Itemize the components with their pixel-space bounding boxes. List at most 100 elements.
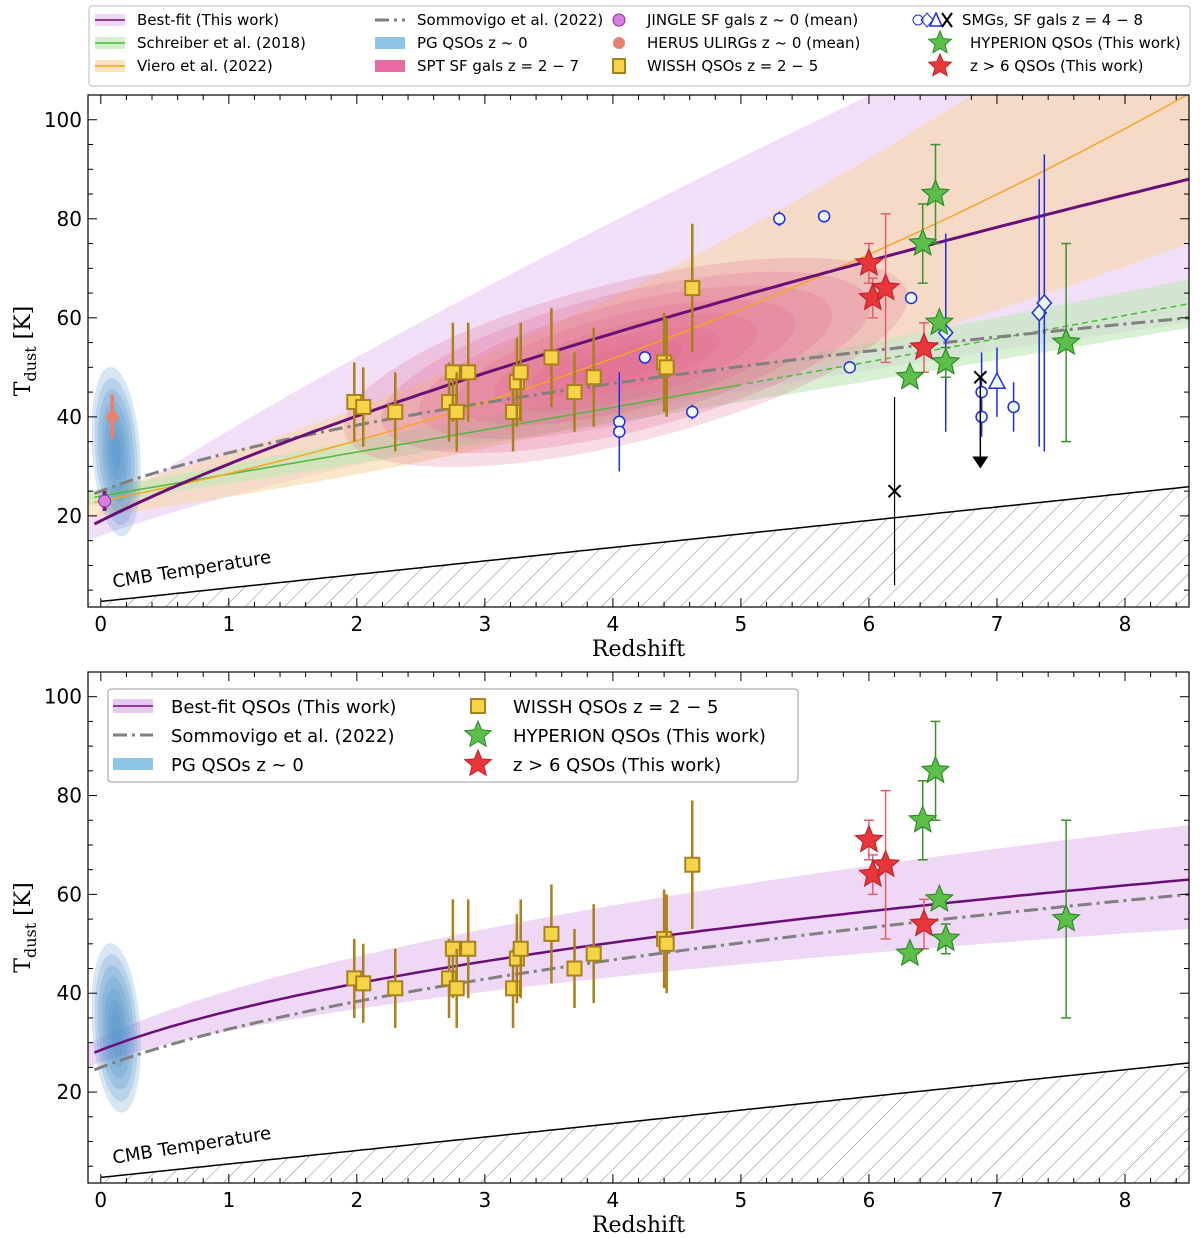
wissh-point xyxy=(566,384,583,401)
viero-line xyxy=(94,95,1189,504)
legend-label: PG QSOs z ~ 0 xyxy=(171,755,304,776)
legend-label: Sommovigo et al. (2022) xyxy=(171,726,395,747)
x-tick-label: 2 xyxy=(350,1188,363,1212)
x-axis-label: Redshift xyxy=(592,637,685,662)
smg-circle xyxy=(817,210,831,223)
z6-qso-star xyxy=(870,849,901,878)
legend-marker-square xyxy=(612,58,626,74)
schreiber-band xyxy=(88,279,1189,506)
y-tick-label: 40 xyxy=(57,981,82,1005)
legend-label: Sommovigo et al. (2022) xyxy=(417,11,603,29)
wissh-point xyxy=(684,856,701,873)
wissh-point xyxy=(448,980,465,997)
spt-contour-level xyxy=(418,285,833,440)
hyperion-star xyxy=(924,307,955,336)
x-tick-label: 0 xyxy=(94,612,107,636)
legend-marker-star xyxy=(927,52,953,77)
top-legend-entry: JINGLE SF gals z ~ 0 (mean) xyxy=(612,11,858,29)
spt-contour-level xyxy=(343,257,908,468)
x-tick-label: 8 xyxy=(1119,1188,1132,1212)
x-tick-label: 4 xyxy=(607,1188,620,1212)
z6-qso-star xyxy=(870,272,901,301)
top-legend-entry: WISSH QSOs z = 2 − 5 xyxy=(612,57,818,75)
top-legend-entry: z > 6 QSOs (This work) xyxy=(927,52,1143,77)
wissh-point xyxy=(512,940,529,957)
wissh-point xyxy=(658,359,675,376)
wissh-point xyxy=(355,398,372,415)
spt-contour-level xyxy=(381,271,871,454)
top-legend-entry: SMGs, SF gals z = 4 − 8 xyxy=(912,11,1143,29)
hyperion-star xyxy=(895,938,925,967)
legend-label: Best-fit (This work) xyxy=(137,11,279,29)
legend-label: JINGLE SF gals z ~ 0 (mean) xyxy=(646,11,858,29)
pg-contour-level xyxy=(101,976,131,1079)
smg-circle xyxy=(613,425,626,438)
smg-diamond xyxy=(1036,293,1053,313)
hyperion-star xyxy=(1051,327,1081,356)
legend-band-swatch xyxy=(375,37,405,49)
y-tick-label: 60 xyxy=(57,306,82,330)
y-axis-label-sub: dust xyxy=(21,346,40,382)
x-tick-label: 3 xyxy=(479,612,492,636)
legend-marker-triangle xyxy=(928,11,944,27)
x-tick-label: 1 xyxy=(222,1188,235,1212)
legend-marker-circle xyxy=(613,37,625,49)
wissh-point xyxy=(658,935,675,952)
herus-point xyxy=(106,410,119,423)
legend-marker-star xyxy=(463,719,493,748)
best-fit-qsos-band xyxy=(88,825,1189,1067)
wissh-point xyxy=(543,925,560,942)
top-legend-entry: HYPERION QSOs (This work) xyxy=(927,29,1181,54)
x-tick-label: 4 xyxy=(607,612,620,636)
legend-marker-circle xyxy=(612,13,626,27)
hyperion-star xyxy=(930,346,961,375)
legend-label: WISSH QSOs z = 2 − 5 xyxy=(513,697,718,718)
bottom-legend-entry: Sommovigo et al. (2022) xyxy=(113,726,395,747)
top-legend-entry: Sommovigo et al. (2022) xyxy=(375,11,603,29)
smg-circle xyxy=(843,361,856,374)
schreiber-line-extrapolated xyxy=(747,302,1189,385)
schreiber-line xyxy=(94,383,742,498)
wissh-point xyxy=(387,980,404,997)
y-axis-label-T: T xyxy=(11,958,36,973)
smg-circle xyxy=(975,410,988,424)
smg-circle xyxy=(904,291,918,305)
y-tick-label: 60 xyxy=(57,882,82,906)
y-tick-label: 80 xyxy=(57,784,82,808)
top-legend-entry: Schreiber et al. (2018) xyxy=(95,34,306,52)
cmb-hatch-region xyxy=(88,1063,1189,1183)
smg-triangle xyxy=(987,371,1007,389)
spt-contour-level xyxy=(456,299,795,426)
sommovigo-line xyxy=(93,316,1189,495)
legend-label: SMGs, SF gals z = 4 − 8 xyxy=(962,11,1143,29)
best-fit-line xyxy=(93,177,1189,526)
x-tick-label: 2 xyxy=(350,612,363,636)
x-tick-label: 6 xyxy=(863,1188,876,1212)
x-tick-label: 7 xyxy=(991,1188,1004,1212)
hyperion-star xyxy=(907,804,938,833)
bottom-legend-entry: Best-fit QSOs (This work) xyxy=(113,697,396,718)
legend-band-swatch xyxy=(375,60,405,72)
legend-label: SPT SF gals z = 2 − 7 xyxy=(417,57,579,75)
z6-qso-star xyxy=(909,908,939,937)
legend-label: HYPERION QSOs (This work) xyxy=(513,726,766,747)
x-tick-label: 0 xyxy=(94,1188,107,1212)
cmb-line xyxy=(100,1062,1189,1179)
z6-qso-star xyxy=(854,247,884,276)
y-tick-label: 80 xyxy=(57,207,82,231)
pg-contour-level xyxy=(111,1010,122,1045)
x-tick-label: 5 xyxy=(735,612,748,636)
wissh-point xyxy=(448,403,465,420)
bottom-legend-entry: HYPERION QSOs (This work) xyxy=(463,719,766,748)
legend-label: HYPERION QSOs (This work) xyxy=(970,34,1181,52)
bottom-legend-entry: PG QSOs z ~ 0 xyxy=(113,755,304,776)
x-axis-label: Redshift xyxy=(592,1213,685,1238)
cmb-line xyxy=(100,485,1189,603)
x-tick-label: 1 xyxy=(222,612,235,636)
cmb-hatch-region xyxy=(88,486,1189,607)
y-tick-label: 40 xyxy=(57,405,82,429)
smg-cross xyxy=(973,370,988,384)
legend-marker-star xyxy=(927,29,953,54)
legend-marker-diamond xyxy=(920,12,934,28)
